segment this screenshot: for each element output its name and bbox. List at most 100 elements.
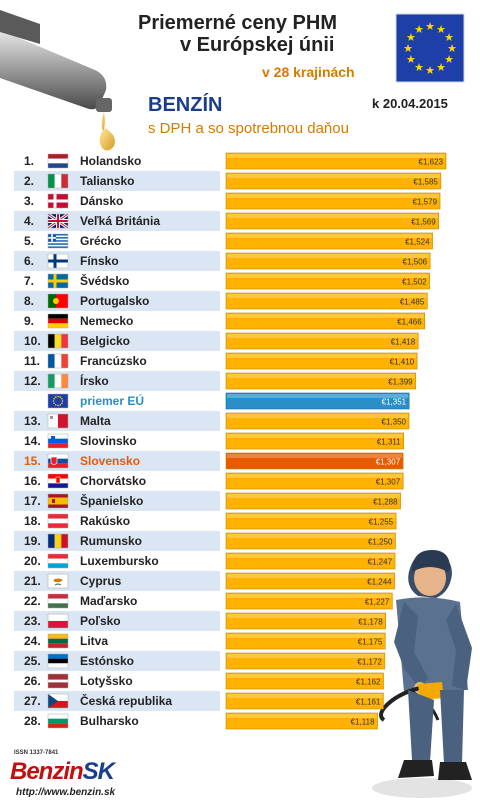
value-label: €1,288 [373,498,398,507]
country-label: Lotyšsko [80,674,133,688]
rank-label: 3. [24,194,34,208]
bar [225,472,404,490]
country-label: Rakúsko [80,514,130,528]
bar [225,712,378,730]
value-label: €1,255 [369,518,394,527]
value-label: €1,244 [367,578,392,587]
finland-flag-icon [47,253,69,269]
value-label: €1,506 [403,258,428,267]
value-label: €1,502 [402,278,427,287]
date-label: k 20.04.2015 [372,96,448,111]
bar [225,452,404,470]
eu-flag-large-icon: ★ ★★★★★★★★★★★ [395,13,465,83]
logo-suffix: SK [82,758,115,785]
cyprus-flag-icon [47,573,69,589]
bar [225,532,396,550]
bar [225,632,386,650]
bar [225,392,410,410]
greece-flag-icon [47,233,69,249]
svg-text:★: ★ [444,53,454,66]
germany-flag-icon [47,313,69,329]
value-label: €1,569 [411,218,436,227]
denmark-flag-icon [47,193,69,209]
czech-flag-icon [47,693,69,709]
portugal-flag-icon [47,293,69,309]
bar [225,352,418,370]
netherlands-flag-icon [47,153,69,169]
issn-label: ISSN 1337-7841 [14,750,59,756]
site-url-link[interactable]: http://www.benzin.sk [16,787,116,798]
bar [225,612,386,630]
value-label: €1,311 [377,438,401,447]
country-label: Chorvátsko [80,474,146,488]
value-label: €1,350 [382,418,407,427]
country-label: Španielsko [80,493,143,508]
svg-text:★: ★ [406,31,416,44]
bar [225,652,386,670]
rank-label: 9. [24,314,34,328]
country-label: Veľká Británia [80,214,160,228]
country-label: Nemecko [80,314,133,328]
fuel-type-label: BENZÍN [148,94,223,116]
country-label: Írsko [80,373,109,388]
uk-flag-icon [47,212,69,230]
value-label: €1,175 [358,638,383,647]
austria-flag-icon [47,513,69,529]
bar [225,552,396,570]
ireland-flag-icon [47,373,69,389]
country-label: Dánsko [80,194,123,208]
rank-label: 26. [24,674,41,688]
country-label: Švédsko [80,273,129,288]
rank-label: 8. [24,294,34,308]
country-label: Belgicko [80,334,130,348]
rank-label: 11. [24,354,40,368]
country-label: priemer EÚ [80,393,144,408]
rank-label: 13. [24,414,41,428]
bar [225,592,393,610]
chart-title-line2: v Európskej únii [180,34,335,56]
country-count-label: v 28 krajinách [262,64,355,80]
rank-label: 19. [24,534,41,548]
svg-text:★: ★ [406,53,416,66]
country-label: Taliansko [80,174,134,188]
benzinsk-logo[interactable]: BenzinSK [10,758,115,786]
value-label: €1,585 [413,178,438,187]
rank-label: 4. [24,214,34,228]
bar [225,372,416,390]
tax-note: s DPH a so spotrebnou daňou [148,120,349,137]
country-label: Rumunsko [80,534,142,548]
svg-text:★: ★ [414,23,424,36]
bar [225,212,439,230]
poland-flag-icon [47,613,69,629]
fuel-nozzle-icon [0,10,115,151]
bar [225,672,384,690]
svg-text:★: ★ [444,31,454,44]
italy-flag-icon [47,173,69,189]
country-label: Portugalsko [80,294,149,308]
value-label: €1,623 [419,158,444,167]
rank-label: 1. [24,154,34,168]
rank-label: 10. [24,334,41,348]
value-label: €1,485 [400,298,425,307]
lithuania-flag-icon [47,633,69,649]
sweden-flag-icon [47,273,69,289]
svg-text:★: ★ [425,20,435,33]
bar [225,232,433,250]
chart-rows: 1. Holandsko €1,623 2. Taliansko €1,585 3. Dáns… [14,152,447,730]
value-label: €1,162 [356,678,381,687]
bar [225,432,405,450]
estonia-flag-icon [47,653,69,669]
value-label: €1,351 [382,398,407,407]
bar [225,272,430,290]
rank-label: 20. [24,554,41,568]
country-label: Francúzsko [80,354,147,368]
value-label: €1,178 [358,618,383,627]
country-label: Slovensko [80,454,140,468]
rank-label: 21. [24,574,41,588]
country-label: Poľsko [80,614,121,628]
france-flag-icon [47,353,69,369]
svg-text:★: ★ [447,42,457,55]
country-label: Fínsko [80,254,119,268]
country-label: Maďarsko [80,594,137,608]
